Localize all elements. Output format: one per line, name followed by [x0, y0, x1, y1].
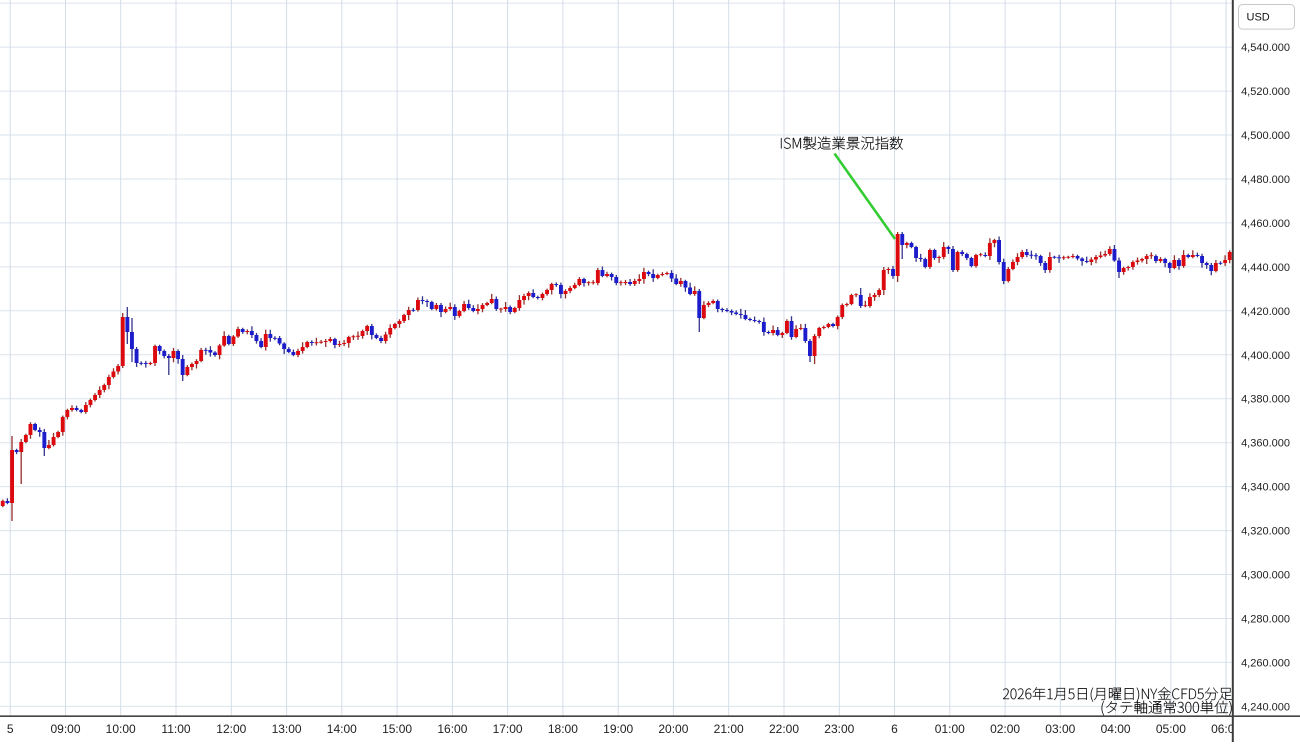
svg-text:06:00: 06:00: [1211, 722, 1241, 736]
svg-text:6: 6: [891, 722, 898, 736]
svg-text:03:00: 03:00: [1045, 722, 1075, 736]
svg-text:15:00: 15:00: [382, 722, 412, 736]
svg-text:20:00: 20:00: [658, 722, 688, 736]
svg-text:13:00: 13:00: [272, 722, 302, 736]
svg-text:4,280.000: 4,280.000: [1241, 614, 1290, 626]
svg-text:5: 5: [7, 722, 14, 736]
svg-text:22:00: 22:00: [769, 722, 799, 736]
svg-text:4,260.000: 4,260.000: [1241, 657, 1290, 669]
svg-text:11:00: 11:00: [161, 722, 190, 736]
svg-text:4,440.000: 4,440.000: [1241, 262, 1290, 274]
svg-text:04:00: 04:00: [1101, 722, 1131, 736]
svg-text:USD: USD: [1247, 11, 1270, 23]
svg-text:4,520.000: 4,520.000: [1241, 86, 1290, 98]
svg-text:10:00: 10:00: [106, 722, 136, 736]
svg-text:02:00: 02:00: [990, 722, 1020, 736]
svg-text:4,480.000: 4,480.000: [1241, 174, 1290, 186]
svg-text:12:00: 12:00: [216, 722, 246, 736]
svg-text:4,340.000: 4,340.000: [1241, 482, 1290, 494]
svg-text:21:00: 21:00: [714, 722, 744, 736]
svg-text:05:00: 05:00: [1156, 722, 1186, 736]
svg-text:09:00: 09:00: [50, 722, 80, 736]
svg-text:19:00: 19:00: [603, 722, 633, 736]
svg-text:4,420.000: 4,420.000: [1241, 306, 1290, 318]
svg-text:01:00: 01:00: [935, 722, 965, 736]
svg-text:23:00: 23:00: [824, 722, 854, 736]
svg-text:4,360.000: 4,360.000: [1241, 438, 1290, 450]
svg-text:4,300.000: 4,300.000: [1241, 570, 1290, 582]
svg-text:4,460.000: 4,460.000: [1241, 218, 1290, 230]
svg-text:17:00: 17:00: [493, 722, 523, 736]
svg-text:4,500.000: 4,500.000: [1241, 130, 1290, 142]
svg-text:16:00: 16:00: [437, 722, 467, 736]
svg-text:4,320.000: 4,320.000: [1241, 526, 1290, 538]
svg-text:18:00: 18:00: [548, 722, 578, 736]
svg-text:4,540.000: 4,540.000: [1241, 42, 1290, 54]
svg-text:4,240.000: 4,240.000: [1241, 701, 1290, 713]
svg-text:4,400.000: 4,400.000: [1241, 350, 1290, 362]
svg-text:4,380.000: 4,380.000: [1241, 394, 1290, 406]
svg-text:14:00: 14:00: [327, 722, 357, 736]
